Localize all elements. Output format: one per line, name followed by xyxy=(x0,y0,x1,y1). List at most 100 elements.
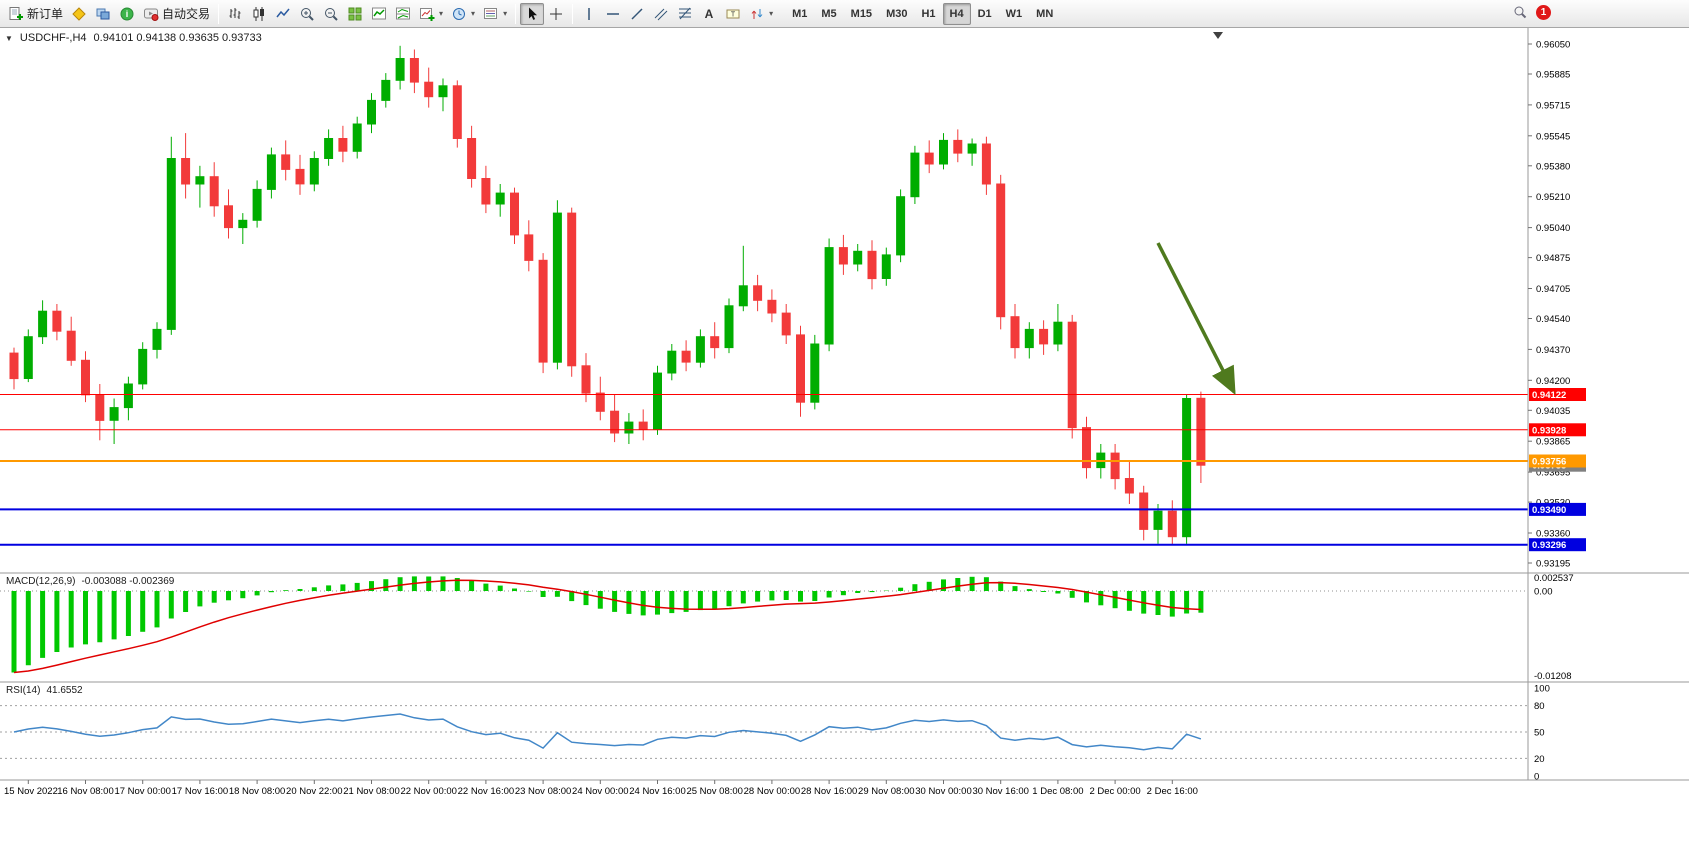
svg-text:17 Nov 16:00: 17 Nov 16:00 xyxy=(172,786,229,797)
svg-text:0.93296: 0.93296 xyxy=(1532,540,1566,551)
svg-text:0.00: 0.00 xyxy=(1534,587,1553,598)
candlestick-chart-button[interactable] xyxy=(247,3,271,25)
crosshair-tool-button[interactable] xyxy=(544,3,568,25)
new-order-button[interactable]: 新订单 xyxy=(4,3,67,25)
svg-text:0.94370: 0.94370 xyxy=(1536,345,1570,356)
timeframe-h1[interactable]: H1 xyxy=(921,7,936,20)
svg-text:0.95380: 0.95380 xyxy=(1536,161,1570,172)
symbol-ohlc-label[interactable]: ▼ USDCHF-,H4 0.94101 0.94138 0.93635 0.9… xyxy=(5,32,262,44)
arrows-icon xyxy=(751,8,763,19)
vertical-line-icon xyxy=(588,7,590,20)
arrows-tool-dropdown[interactable]: ▾ xyxy=(745,3,777,25)
bar-chart-button[interactable] xyxy=(223,3,247,25)
macd-pane[interactable] xyxy=(0,576,1528,674)
zoom-in-button[interactable] xyxy=(295,3,319,25)
auto-trading-button[interactable]: 自动交易 xyxy=(139,3,214,25)
svg-text:21 Nov 08:00: 21 Nov 08:00 xyxy=(343,786,400,797)
chevron-down-icon: ▾ xyxy=(503,9,508,18)
timeframe-d1[interactable]: D1 xyxy=(977,7,992,20)
svg-text:0.93695: 0.93695 xyxy=(1536,468,1570,479)
rsi-value: 41.6552 xyxy=(46,685,83,696)
svg-text:0.95040: 0.95040 xyxy=(1536,223,1570,234)
fibonacci-tool-button[interactable] xyxy=(673,3,697,25)
indicators-button[interactable] xyxy=(367,3,391,25)
svg-text:20 Nov 22:00: 20 Nov 22:00 xyxy=(286,786,343,797)
svg-text:0.93928: 0.93928 xyxy=(1532,425,1566,436)
layers-icon xyxy=(96,8,110,19)
cursor-tool-button[interactable] xyxy=(520,2,545,25)
text-label-tool-button[interactable]: T xyxy=(721,3,745,25)
macd-histogram xyxy=(11,576,1204,673)
symbol-name: USDCHF-,H4 xyxy=(19,32,87,44)
price-tag: 0.94122 xyxy=(1529,388,1586,401)
svg-text:0.93360: 0.93360 xyxy=(1536,529,1570,540)
horizontal-line-icon xyxy=(607,12,620,15)
svg-text:0.95545: 0.95545 xyxy=(1536,131,1570,142)
templates-dropdown[interactable]: ▾ xyxy=(479,3,511,25)
toolbar-separator xyxy=(218,3,220,24)
svg-text:22 Nov 16:00: 22 Nov 16:00 xyxy=(458,786,515,797)
trend-arrow-object[interactable] xyxy=(1156,242,1236,396)
vertical-line-tool-button[interactable] xyxy=(577,3,601,25)
main-chart-svg[interactable]: 0.96050 0.95885 0.95715 0.95545 0.95380 0.952… xyxy=(0,28,1689,864)
line-chart-icon xyxy=(276,8,290,17)
svg-text:25 Nov 08:00: 25 Nov 08:00 xyxy=(686,786,743,797)
search-icon[interactable] xyxy=(1512,4,1528,20)
price-pane[interactable] xyxy=(0,32,1528,546)
periods-dropdown[interactable]: ▾ xyxy=(447,3,479,25)
new-chart-dropdown[interactable]: ▾ xyxy=(415,3,447,25)
svg-text:100: 100 xyxy=(1534,684,1550,695)
svg-text:0.95885: 0.95885 xyxy=(1536,70,1570,81)
zoom-out-button[interactable] xyxy=(319,3,343,25)
line-chart-button[interactable] xyxy=(271,3,295,25)
community-button[interactable]: i xyxy=(115,3,139,25)
price-tag: 0.93490 xyxy=(1529,502,1586,516)
timeframe-w1[interactable]: W1 xyxy=(1005,7,1023,20)
indicator-windows-button[interactable] xyxy=(391,3,415,25)
new-order-icon xyxy=(9,6,23,20)
svg-text:0.94705: 0.94705 xyxy=(1536,284,1570,295)
time-axis[interactable]: 15 Nov 2022 16 Nov 08:00 17 Nov 00:00 17 No… xyxy=(4,780,1198,797)
symbol-dropdown-icon[interactable]: ▼ xyxy=(5,33,13,43)
svg-text:0.94540: 0.94540 xyxy=(1536,314,1570,325)
timeframe-m1[interactable]: M1 xyxy=(792,7,808,20)
price-axis[interactable]: 0.96050 0.95885 0.95715 0.95545 0.95380 0.952… xyxy=(0,28,1689,783)
chart-shift-marker xyxy=(1213,32,1223,39)
timeframe-m5[interactable]: M5 xyxy=(821,7,837,20)
timeframe-h4[interactable]: H4 xyxy=(942,2,971,25)
timeframe-mn[interactable]: MN xyxy=(1036,7,1054,20)
svg-text:23 Nov 08:00: 23 Nov 08:00 xyxy=(515,786,572,797)
tile-windows-button[interactable] xyxy=(343,3,367,25)
svg-text:0.95715: 0.95715 xyxy=(1536,100,1570,111)
text-tool-button[interactable]: A xyxy=(697,3,721,25)
tile-windows-icon xyxy=(348,7,362,20)
price-tag: 0.93928 xyxy=(1529,423,1586,437)
channel-tool-button[interactable] xyxy=(649,3,673,25)
svg-text:2 Dec 00:00: 2 Dec 00:00 xyxy=(1089,786,1140,797)
svg-text:30 Nov 16:00: 30 Nov 16:00 xyxy=(972,786,1029,797)
template-icon xyxy=(484,7,498,19)
svg-text:15 Nov 2022: 15 Nov 2022 xyxy=(4,786,58,797)
svg-text:24 Nov 16:00: 24 Nov 16:00 xyxy=(629,786,686,797)
zoom-in-icon xyxy=(301,7,314,21)
rsi-name: RSI(14) xyxy=(6,685,41,696)
chart-window[interactable]: 0.96050 0.95885 0.95715 0.95545 0.95380 0.952… xyxy=(0,28,1689,864)
rsi-pane[interactable] xyxy=(0,705,1528,759)
timeframe-m30[interactable]: M30 xyxy=(886,7,908,20)
timeframe-m15[interactable]: M15 xyxy=(850,7,873,20)
gold-button[interactable] xyxy=(67,3,91,25)
toolbar-separator xyxy=(572,3,574,24)
svg-text:0: 0 xyxy=(1534,772,1539,783)
svg-text:80: 80 xyxy=(1534,701,1545,712)
trendline-tool-button[interactable] xyxy=(625,3,649,25)
profiles-button[interactable] xyxy=(91,3,115,25)
svg-text:2 Dec 16:00: 2 Dec 16:00 xyxy=(1147,786,1198,797)
svg-text:24 Nov 00:00: 24 Nov 00:00 xyxy=(572,786,629,797)
bar-chart-icon xyxy=(229,7,241,19)
notification-badge[interactable]: 1 xyxy=(1536,4,1551,20)
new-order-label: 新订单 xyxy=(27,7,64,21)
chevron-down-icon: ▾ xyxy=(769,9,774,18)
horizontal-line-tool-button[interactable] xyxy=(601,3,625,25)
crosshair-icon xyxy=(550,7,563,20)
auto-trading-label: 自动交易 xyxy=(162,7,211,21)
